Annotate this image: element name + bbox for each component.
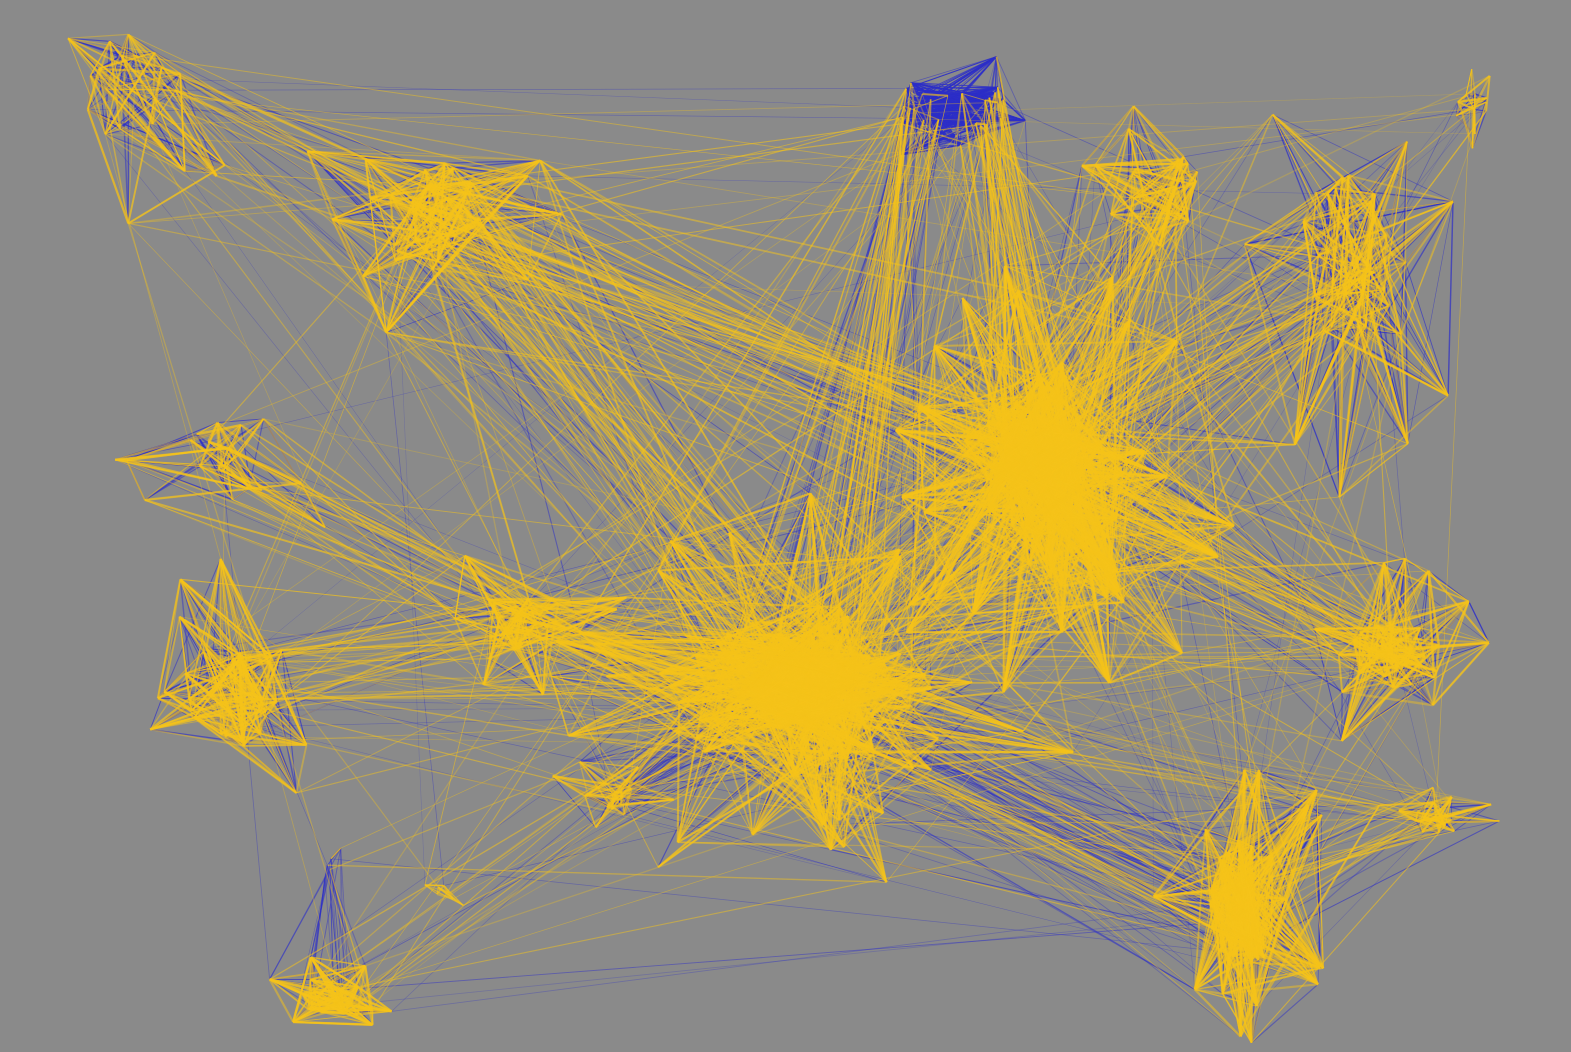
graph-edge [184, 164, 225, 172]
graph-edge [996, 56, 1026, 121]
graph-edge [386, 279, 528, 333]
graph-edge [1002, 99, 1026, 121]
graph-edge [150, 728, 243, 743]
graph-edge [1404, 262, 1409, 444]
graph-edge [240, 424, 251, 483]
graph-edge [149, 691, 165, 730]
graph-edge [1372, 141, 1408, 194]
graph-edge [98, 68, 106, 135]
graph-edge [224, 447, 263, 491]
graph-edge [196, 433, 234, 500]
graph-edge [179, 579, 195, 718]
graph-edge [179, 73, 218, 177]
graph-edge [119, 73, 181, 130]
graph-edge [1126, 128, 1130, 282]
graph-edge [120, 55, 130, 224]
graph-edge [109, 41, 176, 91]
graph-edge [1456, 110, 1487, 117]
graph-edge [1447, 201, 1454, 396]
graph-edge [995, 56, 999, 103]
graph-edge [1474, 97, 1488, 135]
graph-edge [1094, 128, 1130, 166]
graph-edge [1316, 141, 1408, 193]
graph-edge [67, 37, 110, 42]
graph-edge [115, 441, 209, 461]
graph-edge [1407, 201, 1454, 444]
graph-edge [444, 159, 541, 164]
graph-edge [1405, 262, 1449, 396]
graph-edge [1338, 333, 1402, 498]
graph-edge [1272, 114, 1454, 202]
graph-edge [994, 56, 997, 93]
graph-edge [488, 658, 544, 695]
